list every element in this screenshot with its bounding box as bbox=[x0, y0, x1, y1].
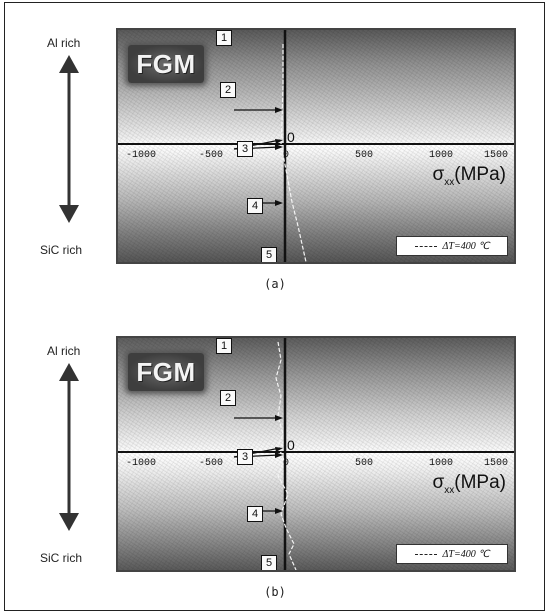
tick-label: -500 bbox=[198, 458, 224, 469]
figure-a: Al rich SiC rich FGM -1000 -500 0 500 10… bbox=[0, 0, 550, 305]
figure-b: Al rich SiC rich FGM -1000 -500 0 500 10… bbox=[0, 308, 550, 613]
origin-label: 0 bbox=[287, 437, 295, 453]
stress-panel-b: FGM -1000 -500 0 500 1000 1500 0 σxx(MPa… bbox=[116, 336, 516, 572]
tick-label: 1000 bbox=[428, 458, 454, 469]
legend: ΔT=400 ℃ bbox=[396, 236, 508, 256]
legend-label: ΔT=400 ℃ bbox=[442, 548, 490, 560]
tick-label: 1500 bbox=[483, 150, 509, 161]
marker-5: 5 bbox=[261, 247, 277, 262]
tick-label: -1000 bbox=[125, 150, 157, 161]
fgm-badge: FGM bbox=[128, 353, 204, 391]
x-axis-label: σxx(MPa) bbox=[432, 472, 506, 496]
plot-svg-a bbox=[118, 30, 514, 262]
marker-4: 4 bbox=[247, 506, 263, 522]
x-axis-label: σxx(MPa) bbox=[432, 164, 506, 188]
marker-1: 1 bbox=[216, 338, 232, 354]
marker-1: 1 bbox=[216, 30, 232, 46]
figure-frame bbox=[4, 2, 545, 611]
caption-a: (a) bbox=[264, 277, 286, 291]
marker-2: 2 bbox=[220, 82, 236, 98]
legend-swatch bbox=[414, 245, 437, 247]
tick-label: 500 bbox=[354, 150, 374, 161]
origin-label: 0 bbox=[287, 129, 295, 145]
label-al-rich: Al rich bbox=[47, 36, 81, 50]
legend-swatch bbox=[414, 553, 437, 555]
gradient-arrow bbox=[59, 363, 79, 531]
marker-3: 3 bbox=[237, 141, 253, 157]
label-sic-rich: SiC rich bbox=[40, 243, 83, 257]
tick-label: -500 bbox=[198, 150, 224, 161]
legend-label: ΔT=400 ℃ bbox=[442, 240, 490, 252]
label-al-rich: Al rich bbox=[47, 344, 81, 358]
tick-label: 0 bbox=[282, 458, 290, 469]
marker-3: 3 bbox=[237, 449, 253, 465]
marker-4: 4 bbox=[247, 198, 263, 214]
marker-5: 5 bbox=[261, 555, 277, 570]
gradient-arrow bbox=[59, 55, 79, 223]
tick-label: 1500 bbox=[483, 458, 509, 469]
stress-curve bbox=[275, 341, 297, 570]
tick-label: 500 bbox=[354, 458, 374, 469]
label-sic-rich: SiC rich bbox=[40, 551, 83, 565]
tick-label: -1000 bbox=[125, 458, 157, 469]
tick-label: 0 bbox=[282, 150, 290, 161]
fgm-badge: FGM bbox=[128, 45, 204, 83]
stress-panel-a: FGM -1000 -500 0 500 1000 1500 0 σxx(MPa… bbox=[116, 28, 516, 264]
tick-label: 1000 bbox=[428, 150, 454, 161]
legend: ΔT=400 ℃ bbox=[396, 544, 508, 564]
marker-2: 2 bbox=[220, 390, 236, 406]
caption-b: (b) bbox=[264, 585, 286, 599]
